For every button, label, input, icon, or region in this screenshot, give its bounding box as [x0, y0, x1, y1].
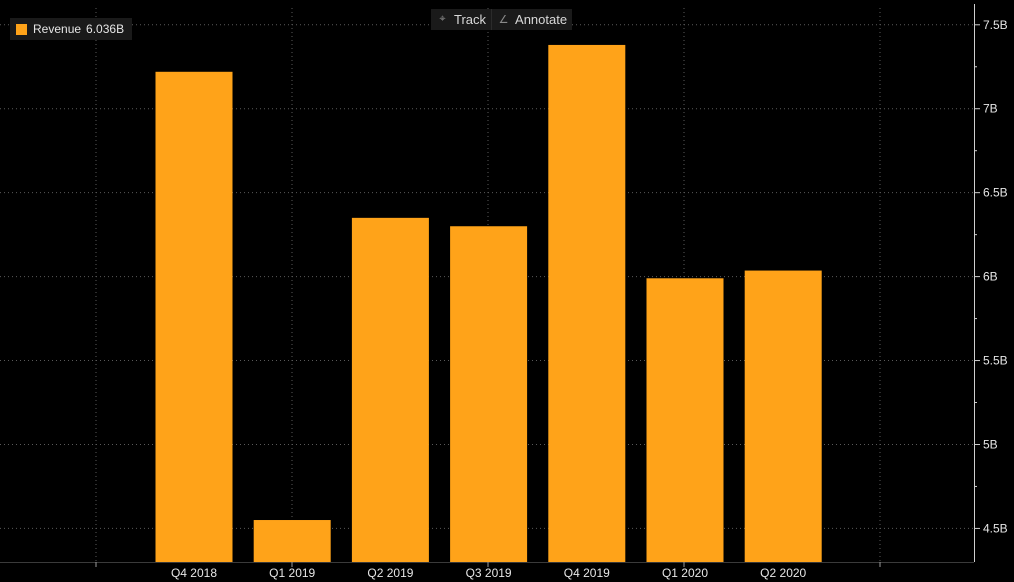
- pencil-icon: ∠: [498, 14, 509, 26]
- x-tick-label: Q4 2019: [564, 566, 610, 580]
- legend-label: Revenue: [33, 22, 82, 36]
- chart-toolbar: ⌖ Track ∠ Annotate: [431, 9, 573, 30]
- bar-q3-2019: [450, 226, 528, 562]
- x-tick-label: Q3 2019: [466, 566, 512, 580]
- annotate-button[interactable]: ∠ Annotate: [491, 9, 572, 30]
- bar-q2-2020: [744, 270, 822, 562]
- y-tick-label: 5.5B: [983, 354, 1008, 368]
- annotate-button-label: Annotate: [515, 12, 568, 27]
- bar-q4-2018: [155, 71, 233, 562]
- y-tick-label: 6.5B: [983, 186, 1008, 200]
- x-tick-label: Q1 2020: [662, 566, 708, 580]
- y-tick-label: 5B: [983, 437, 998, 451]
- bar-q1-2020: [646, 278, 724, 562]
- bar-q1-2019: [253, 520, 331, 562]
- x-tick-label: Q2 2019: [367, 566, 413, 580]
- bars-layer: [155, 44, 822, 562]
- track-button[interactable]: ⌖ Track: [431, 9, 491, 30]
- bar-q4-2019: [548, 44, 626, 562]
- x-tick-label: Q4 2018: [171, 566, 217, 580]
- x-tick-label: Q1 2019: [269, 566, 315, 580]
- legend-swatch: [16, 23, 27, 35]
- top-strip: [0, 0, 1014, 4]
- legend-value: 6.036B: [86, 22, 125, 36]
- track-button-label: Track: [454, 12, 487, 27]
- axis-layer: 4.5B 5B 5.5B 6B 6.5B 7B 7.5B Q4 2018 Q1 2019 Q2 2…: [0, 4, 1008, 580]
- y-tick-label: 7.5B: [983, 18, 1008, 32]
- legend: Revenue 6.036B: [10, 18, 133, 40]
- y-tick-label: 6B: [983, 270, 998, 284]
- crosshair-icon: ⌖: [439, 13, 446, 25]
- bar-q2-2019: [351, 217, 429, 562]
- y-tick-label: 7B: [983, 102, 998, 116]
- y-tick-label: 4.5B: [983, 521, 1008, 535]
- x-tick-label: Q2 2020: [760, 566, 806, 580]
